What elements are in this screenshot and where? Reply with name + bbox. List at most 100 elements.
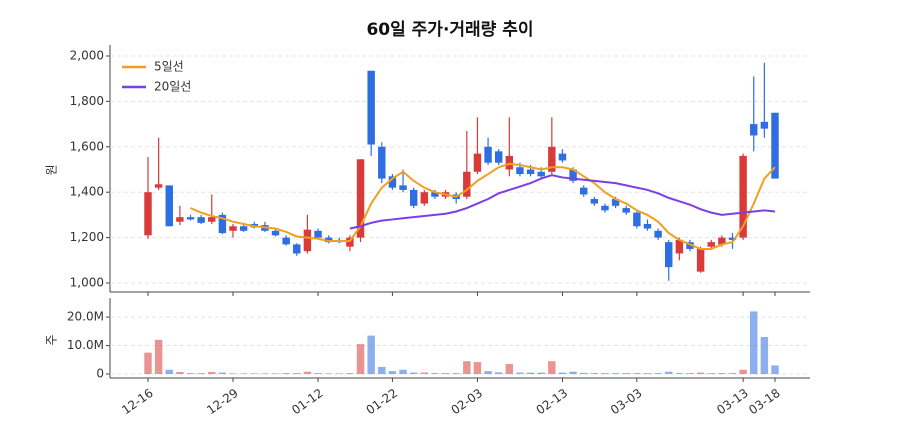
candle-body xyxy=(696,248,705,272)
volume-bar xyxy=(696,372,705,374)
volume-bar xyxy=(271,373,280,374)
volume-bar xyxy=(293,373,301,374)
y-tick-label: 2,000 xyxy=(70,49,104,63)
volume-bar xyxy=(324,373,333,374)
candle-body xyxy=(463,171,471,197)
volume-bar xyxy=(760,337,769,374)
volume-bar xyxy=(378,366,386,374)
candle-body xyxy=(208,217,216,222)
candle-body xyxy=(314,230,322,238)
volume-bar xyxy=(165,369,173,374)
volume-bar xyxy=(750,311,758,374)
candle-body xyxy=(601,205,609,211)
candle-body xyxy=(293,244,301,254)
candle-body xyxy=(750,124,758,136)
candle-body xyxy=(356,159,365,238)
volume-bar xyxy=(335,373,344,374)
candle-body xyxy=(271,230,280,236)
volume-bar xyxy=(686,373,694,374)
candle-body xyxy=(399,185,407,190)
x-tick-label: 02-03 xyxy=(449,386,486,417)
volume-bar xyxy=(282,373,290,374)
volume-bar xyxy=(218,372,227,374)
candle-body xyxy=(537,171,545,177)
candle-body xyxy=(558,153,567,161)
y-tick-label: 1,400 xyxy=(70,185,104,199)
ma-line xyxy=(190,162,776,250)
volume-bar xyxy=(739,369,747,374)
candle-body xyxy=(378,146,386,179)
candle-body xyxy=(154,184,163,188)
volume-bar xyxy=(643,373,652,374)
candle-body xyxy=(176,217,184,222)
candle-body xyxy=(186,217,195,220)
volume-bar xyxy=(303,371,312,374)
volume-bar xyxy=(633,373,641,374)
volume-bar xyxy=(675,373,684,374)
volume-bar xyxy=(367,335,375,374)
candle-body xyxy=(494,151,503,163)
volume-bar xyxy=(441,373,450,374)
volume-bar xyxy=(579,372,588,374)
volume-bar xyxy=(399,369,407,374)
legend-label: 5일선 xyxy=(154,60,184,74)
candle-body xyxy=(165,185,173,227)
volume-bar xyxy=(186,373,195,374)
candle-body xyxy=(431,192,439,197)
volume-bar xyxy=(346,373,354,374)
y-axis-label: 주 xyxy=(45,334,59,345)
x-tick-label: 12-16 xyxy=(119,386,156,417)
volume-bar xyxy=(569,371,577,374)
y-tick-label: 1,200 xyxy=(70,230,104,244)
volume-bar xyxy=(176,372,184,374)
candle-body xyxy=(239,226,248,231)
volume-bar xyxy=(409,372,418,374)
volume-bar xyxy=(548,361,556,374)
candle-body xyxy=(324,237,333,243)
volume-bar xyxy=(558,372,567,374)
candle-body xyxy=(303,229,312,252)
legend-label: 20일선 xyxy=(154,80,191,94)
volume-bar xyxy=(494,372,503,374)
candle-body xyxy=(346,237,354,247)
candle-body xyxy=(548,146,556,172)
volume-bar xyxy=(154,339,163,374)
candle-body xyxy=(590,199,599,204)
volume-bar xyxy=(261,373,269,374)
volume-bar xyxy=(452,373,460,374)
candle-body xyxy=(526,169,535,175)
candle-body xyxy=(622,208,630,213)
chart-title: 60일 주가·거래량 추이 xyxy=(366,20,533,40)
volume-bar xyxy=(526,372,535,374)
volume-bar xyxy=(654,373,662,374)
x-tick-label: 03-13 xyxy=(714,386,751,417)
candle-body xyxy=(505,155,514,170)
candle-body xyxy=(473,153,482,172)
volume-bar xyxy=(611,373,620,374)
candle-body xyxy=(197,217,205,223)
candle-body xyxy=(771,112,779,179)
candle-body xyxy=(611,199,620,206)
candle-body xyxy=(675,239,684,254)
candle-body xyxy=(144,192,152,236)
volume-bar xyxy=(590,373,599,374)
volume-bar xyxy=(314,373,322,374)
x-tick-label: 01-22 xyxy=(364,386,401,417)
volume-bar xyxy=(728,373,737,374)
candle-body xyxy=(665,242,673,268)
volume-bar xyxy=(388,371,397,374)
volume-bar xyxy=(356,344,365,374)
x-tick-label: 01-12 xyxy=(289,386,326,417)
volume-bar xyxy=(622,373,630,374)
volume-bar xyxy=(250,373,258,374)
x-tick-label: 02-13 xyxy=(534,386,571,417)
volume-bar xyxy=(516,372,524,374)
volume-bar xyxy=(239,373,248,374)
candle-body xyxy=(686,242,694,249)
candle-body xyxy=(569,169,577,181)
candle-body xyxy=(516,167,524,175)
volume-bar xyxy=(208,372,216,374)
candle-body xyxy=(420,192,429,204)
candle-body xyxy=(739,155,747,238)
candle-body xyxy=(633,212,641,227)
